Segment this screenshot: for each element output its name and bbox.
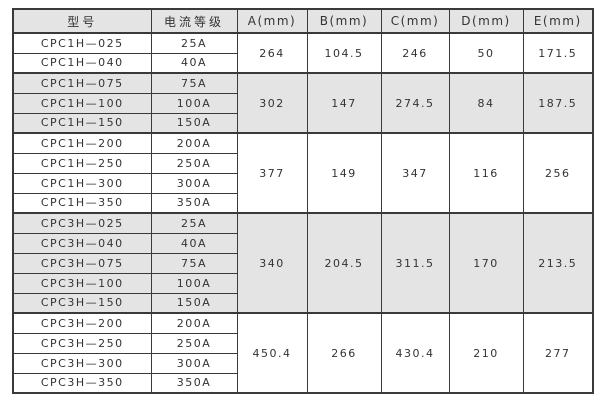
dim-c-cell: 274.5 [380, 72, 450, 134]
dim-a-cell: 302 [236, 72, 308, 134]
current-cell: 150A [150, 112, 238, 134]
spec-table-header: 型号 电流等级 A(mm) B(mm) C(mm) D(mm) E(mm) [12, 8, 594, 34]
current-cell: 40A [150, 52, 238, 74]
dim-d-cell: 50 [448, 32, 524, 74]
current-cell: 100A [150, 272, 238, 294]
header-dim-d: D(mm) [448, 8, 524, 34]
current-cell: 350A [150, 372, 238, 394]
dim-e-cell: 187.5 [522, 72, 594, 134]
dim-e-cell: 256 [522, 132, 594, 214]
table-row: CPC1H—250 250A [12, 152, 593, 174]
current-cell: 25A [150, 32, 238, 54]
current-cell: 200A [150, 312, 238, 334]
table-row: CPC1H—100 100A [12, 92, 593, 114]
table-row: CPC3H—200 200A 450.4 266 430.4 210 277 [12, 312, 594, 394]
dim-b-cell: 149 [306, 132, 382, 214]
header-row: 型号 电流等级 A(mm) B(mm) C(mm) D(mm) E(mm) [12, 8, 594, 34]
header-dim-b: B(mm) [306, 8, 382, 34]
current-cell: 300A [150, 352, 238, 374]
header-dim-a: A(mm) [236, 8, 308, 34]
current-cell: 25A [150, 212, 238, 234]
model-cell: CPC3H—075 [12, 252, 152, 274]
model-cell: CPC3H—100 [12, 272, 152, 294]
dim-d-cell: 84 [448, 72, 524, 134]
dim-b-cell: 204.5 [306, 212, 382, 314]
dim-a-cell: 264 [236, 32, 308, 74]
current-cell: 350A [150, 192, 238, 214]
dim-b-cell: 104.5 [306, 32, 382, 74]
dim-a-cell: 377 [236, 132, 308, 214]
spec-table: 型号 电流等级 A(mm) B(mm) C(mm) D(mm) E(mm) CP… [12, 8, 594, 394]
current-cell: 75A [150, 72, 238, 94]
dim-e-cell: 213.5 [522, 212, 594, 314]
spec-table-body: CPC1H—025 25A 264 104.5 246 50 171.5 CPC1H—040 4… [12, 32, 594, 394]
model-cell: CPC3H—300 [12, 352, 152, 374]
model-cell: CPC1H—025 [12, 32, 152, 54]
header-dim-c: C(mm) [380, 8, 450, 34]
model-cell: CPC1H—100 [12, 92, 152, 114]
dim-c-cell: 246 [380, 32, 450, 74]
current-cell: 100A [150, 92, 238, 114]
model-cell: CPC3H—200 [12, 312, 152, 334]
model-cell: CPC1H—040 [12, 52, 152, 74]
model-cell: CPC3H—150 [12, 292, 152, 314]
model-cell: CPC1H—300 [12, 172, 152, 194]
dim-b-cell: 147 [306, 72, 382, 134]
header-model: 型号 [12, 8, 152, 34]
table-row: CPC3H—250 250A [12, 332, 593, 354]
dim-c-cell: 311.5 [380, 212, 450, 314]
dim-a-cell: 450.4 [236, 312, 308, 394]
model-cell: CPC1H—250 [12, 152, 152, 174]
current-cell: 250A [150, 152, 238, 174]
current-cell: 250A [150, 332, 238, 354]
model-cell: CPC1H—200 [12, 132, 152, 154]
dim-c-cell: 347 [380, 132, 450, 214]
header-dim-e: E(mm) [522, 8, 594, 34]
model-cell: CPC3H—040 [12, 232, 152, 254]
current-cell: 40A [150, 232, 238, 254]
model-cell: CPC3H—350 [12, 372, 152, 394]
table-row: CPC3H—100 100A [12, 272, 593, 294]
header-current-rating: 电流等级 [150, 8, 238, 34]
dim-d-cell: 210 [448, 312, 524, 394]
model-cell: CPC3H—025 [12, 212, 152, 234]
current-cell: 300A [150, 172, 238, 194]
model-cell: CPC1H—075 [12, 72, 152, 94]
table-row: CPC1H—350 350A [12, 192, 593, 214]
table-row: CPC1H—075 75A 302 147 274.5 84 187.5 [12, 72, 594, 134]
current-cell: 200A [150, 132, 238, 154]
model-cell: CPC3H—250 [12, 332, 152, 354]
dim-b-cell: 266 [306, 312, 382, 394]
dim-c-cell: 430.4 [380, 312, 450, 394]
model-cell: CPC1H—350 [12, 192, 152, 214]
dim-d-cell: 170 [448, 212, 524, 314]
table-row: CPC1H—025 25A 264 104.5 246 50 171.5 [12, 32, 594, 74]
current-cell: 75A [150, 252, 238, 274]
table-row: CPC3H—025 25A 340 204.5 311.5 170 213.5 [12, 212, 594, 314]
table-row: CPC3H—350 350A [12, 372, 593, 394]
dim-e-cell: 171.5 [522, 32, 594, 74]
table-row: CPC3H—040 40A [12, 232, 593, 254]
dim-a-cell: 340 [236, 212, 308, 314]
dim-e-cell: 277 [522, 312, 594, 394]
current-cell: 150A [150, 292, 238, 314]
table-row: CPC1H—200 200A 377 149 347 116 256 [12, 132, 594, 214]
model-cell: CPC1H—150 [12, 112, 152, 134]
dim-d-cell: 116 [448, 132, 524, 214]
